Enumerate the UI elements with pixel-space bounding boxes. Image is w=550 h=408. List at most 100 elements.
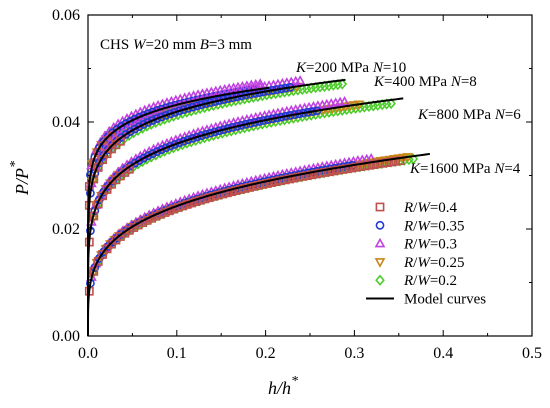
data-point bbox=[372, 99, 383, 111]
legend-label: Model curves bbox=[404, 292, 486, 308]
data-point bbox=[284, 174, 294, 184]
data-point bbox=[231, 186, 241, 195]
data-point bbox=[377, 99, 388, 111]
legend-marker bbox=[374, 258, 386, 268]
data-point bbox=[174, 106, 184, 116]
curve-label-1: K=400 MPa N=8 bbox=[373, 74, 477, 90]
data-point bbox=[320, 168, 330, 177]
y-tick-label: 0.06 bbox=[52, 7, 80, 24]
legend-item: R/W=0.35 bbox=[375, 218, 465, 234]
data-point bbox=[338, 165, 347, 174]
data-point bbox=[333, 165, 343, 175]
data-point bbox=[289, 173, 298, 183]
data-point bbox=[310, 81, 321, 94]
data-point bbox=[328, 79, 339, 91]
legend-item: R/W=0.4 bbox=[375, 200, 458, 216]
legend-item: R/W=0.25 bbox=[374, 255, 465, 271]
legend-label: R/W=0.4 bbox=[403, 200, 458, 216]
legend-marker bbox=[375, 220, 385, 230]
x-tick-label: 0.4 bbox=[433, 345, 453, 362]
data-point bbox=[346, 163, 356, 173]
data-point bbox=[179, 136, 189, 146]
data-point bbox=[302, 171, 312, 180]
data-point bbox=[271, 177, 281, 187]
data-point bbox=[240, 184, 250, 193]
x-tick-label: 0.3 bbox=[344, 345, 364, 362]
data-point bbox=[253, 181, 263, 190]
data-point bbox=[179, 105, 189, 115]
data-point bbox=[359, 101, 370, 113]
data-point bbox=[209, 191, 219, 201]
data-point bbox=[306, 170, 316, 180]
x-tick-label: 0.0 bbox=[78, 345, 98, 362]
model-layer bbox=[87, 78, 431, 336]
data-point bbox=[218, 189, 227, 199]
data-point bbox=[192, 132, 202, 142]
data-point bbox=[161, 143, 171, 153]
data-point bbox=[306, 82, 317, 94]
curve-label-2: K=800 MPa N=6 bbox=[417, 107, 521, 123]
legend-item-model: Model curves bbox=[366, 292, 486, 308]
data-point bbox=[319, 80, 330, 92]
data-point bbox=[130, 124, 140, 134]
y-tick-label: 0.00 bbox=[52, 328, 80, 345]
data-point bbox=[339, 95, 350, 106]
x-tick-label: 0.1 bbox=[167, 345, 187, 362]
data-point bbox=[213, 190, 223, 200]
data-point bbox=[266, 178, 276, 187]
data-point bbox=[368, 100, 379, 112]
x-axis-title: h/h* bbox=[268, 374, 298, 398]
data-point bbox=[134, 156, 144, 165]
y-axis-title: P/P* bbox=[8, 161, 32, 196]
data-point bbox=[301, 83, 312, 95]
data-point bbox=[93, 257, 103, 266]
data-point bbox=[134, 122, 144, 132]
data-point bbox=[143, 151, 153, 161]
data-point bbox=[143, 118, 153, 127]
data-point bbox=[196, 131, 206, 141]
data-point bbox=[315, 81, 325, 93]
data-point bbox=[174, 138, 184, 148]
data-point bbox=[332, 78, 343, 91]
data-point bbox=[298, 172, 307, 181]
data-point bbox=[102, 244, 112, 254]
data-point bbox=[222, 188, 232, 198]
legend: R/W=0.4 R/W=0.35 R/W=0.3 R/W=0.25 R/W=0.2 Mod… bbox=[366, 200, 486, 308]
data-group-2 bbox=[84, 95, 396, 247]
data-point bbox=[381, 98, 392, 110]
model-curve-2 bbox=[87, 97, 404, 336]
data-point bbox=[258, 180, 267, 189]
data-point bbox=[294, 75, 306, 85]
data-point bbox=[165, 141, 175, 151]
curve-label-3: K=1600 MPa N=4 bbox=[409, 161, 521, 177]
data-point bbox=[161, 110, 171, 120]
data-point bbox=[183, 135, 193, 145]
legend-marker bbox=[375, 274, 385, 286]
data-point bbox=[227, 187, 236, 197]
data-point bbox=[125, 127, 135, 136]
y-tick-label: 0.04 bbox=[52, 114, 80, 131]
data-point bbox=[262, 179, 272, 188]
data-point bbox=[170, 107, 180, 117]
inset-label: CHS W=20 mm B=3 mm bbox=[100, 37, 252, 53]
data-point bbox=[98, 250, 108, 259]
annotation-layer: K=200 MPa N=10K=400 MPa N=8 K=800 MPa N=6… bbox=[295, 60, 521, 177]
data-point bbox=[342, 164, 352, 174]
data-point bbox=[249, 181, 259, 191]
data-point bbox=[244, 183, 254, 192]
data-point bbox=[280, 175, 290, 185]
legend-item: R/W=0.2 bbox=[375, 273, 457, 289]
legend-marker bbox=[374, 237, 386, 248]
data-point bbox=[148, 116, 157, 125]
data-point bbox=[275, 176, 285, 186]
data-point bbox=[297, 83, 308, 96]
data-point bbox=[130, 158, 140, 168]
y-tick-label: 0.02 bbox=[52, 221, 80, 238]
legend-label: R/W=0.35 bbox=[403, 218, 465, 234]
data-layer bbox=[84, 75, 419, 296]
data-point bbox=[386, 97, 396, 110]
legend-label: R/W=0.3 bbox=[403, 237, 457, 253]
data-point bbox=[355, 162, 365, 172]
data-point bbox=[329, 166, 338, 176]
